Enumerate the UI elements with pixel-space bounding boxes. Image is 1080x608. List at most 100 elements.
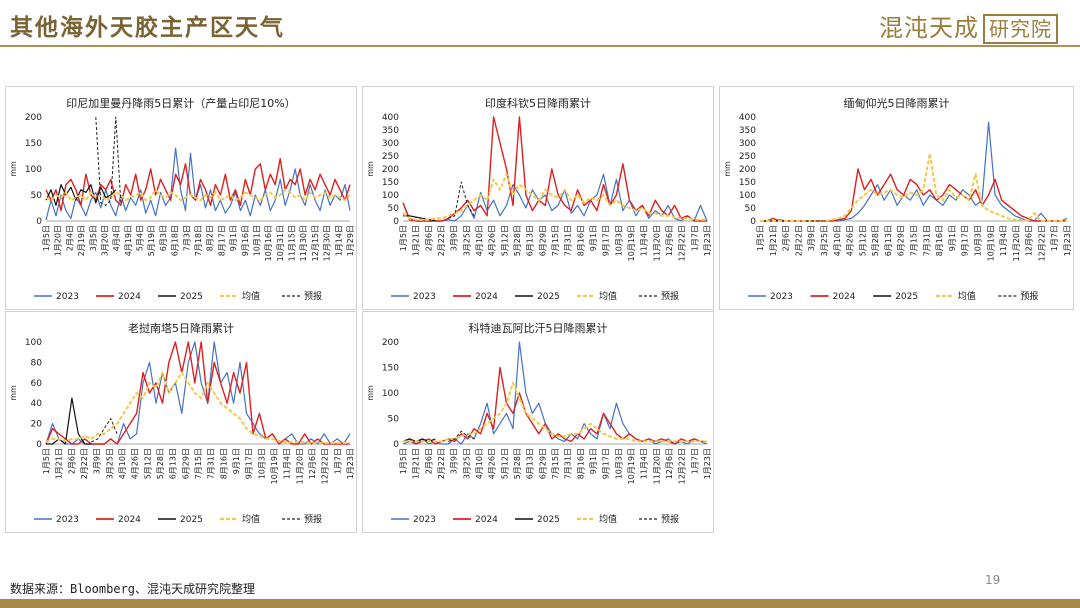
x-tick-label: 2月22日: [437, 225, 446, 256]
legend-label: 2025: [895, 292, 918, 302]
series-line-mean: [45, 371, 350, 444]
x-tick-label: 5月28日: [513, 225, 522, 256]
legend-label: 预报: [304, 513, 322, 525]
x-tick-label: 4月4日: [112, 225, 121, 251]
series-line-2023: [45, 341, 351, 445]
x-tick-label: 3月9日: [807, 225, 816, 251]
x-tick-label: 1月21日: [55, 448, 64, 479]
x-tick-label: 2月4日: [65, 225, 74, 251]
logo-text: 混沌天成: [879, 14, 979, 42]
chart-panel-luang-namtha: 老挝南塔5日降雨累计 mm 0 20 40 60 80 100 1月5日 1月21日 2月6日 2月2…: [5, 311, 357, 533]
x-tick-label: 4月10日: [118, 448, 127, 479]
chart-svg-1: 印度科钦5日降雨累计 mm 0 50 100 150 200 250 300 350 400 1月5日…: [366, 96, 712, 302]
series-line-mean: [45, 188, 351, 202]
legend-label: 2023: [56, 292, 79, 302]
x-tick-label: 5月4日: [136, 225, 145, 251]
x-tick-label: 4月19日: [124, 225, 133, 256]
y-tick-label: 80: [31, 358, 43, 368]
x-tick-label: 9月1日: [589, 448, 598, 474]
x-tick-label: 7月15日: [194, 448, 203, 479]
x-tick-label: 8月16日: [576, 448, 585, 479]
x-tick-label: 1月20日: [54, 225, 63, 256]
x-tick-label: 12月22日: [678, 225, 687, 261]
legend-label: 2025: [537, 292, 560, 302]
chart-svg-0: 印尼加里曼丹降雨5日累计（产量占印尼10%） mm 0 50 100 150 200 1月5日…: [9, 96, 355, 302]
x-tick-label: 5月28日: [513, 448, 522, 479]
series-line-mean: [402, 173, 707, 221]
x-tick-label: 11月4日: [999, 225, 1008, 256]
x-tick-label: 6月29日: [181, 448, 190, 479]
x-tick-label: 6月13日: [526, 225, 535, 256]
x-tick-label: 6月29日: [538, 225, 547, 256]
x-tick-label: 11月15日: [288, 225, 297, 261]
x-tick-label: 9月1日: [948, 225, 957, 251]
legend-label: 均值: [958, 290, 976, 302]
x-tick-label: 1月21日: [412, 448, 421, 479]
x-tick-label: 1月7日: [690, 448, 699, 474]
x-tick-label: 4月10日: [475, 448, 484, 479]
x-tick-label: 2月6日: [424, 448, 433, 474]
x-tick-label: 10月3日: [614, 448, 623, 479]
legend-label: 2023: [413, 292, 436, 302]
legend-label: 2023: [770, 292, 793, 302]
chart-svg-4: 科特迪瓦阿比汗5日降雨累计 mm 0 50 100 150 200 1月5日 1月21日 2月6日…: [366, 321, 712, 525]
legend-label: 2025: [537, 515, 560, 525]
x-tick-label: 6月29日: [538, 448, 547, 479]
x-tick-label: 3月25日: [462, 225, 471, 256]
x-tick-label: 1月21日: [769, 225, 778, 256]
x-tick-label: 4月10日: [475, 225, 484, 256]
x-tick-label: 11月20日: [295, 448, 304, 484]
y-tick-label: 0: [750, 217, 756, 227]
y-tick-label: 150: [739, 178, 756, 188]
data-source: 数据来源：Bloomberg、混沌天成研究院整理: [10, 582, 256, 596]
x-tick-label: 3月25日: [105, 448, 114, 479]
series-line-2023: [402, 173, 708, 222]
company-logo: 混沌天成 研究院: [879, 8, 1058, 44]
y-tick-label: 150: [382, 364, 399, 374]
x-tick-label: 10月3日: [614, 225, 623, 256]
x-tick-label: 5月12日: [143, 448, 152, 479]
x-tick-label: 8月2日: [206, 225, 215, 251]
y-tick-label: 350: [382, 126, 399, 136]
x-tick-label: 6月13日: [884, 225, 893, 256]
legend-label: 2024: [118, 515, 141, 525]
x-tick-label: 6月29日: [897, 225, 906, 256]
x-tick-label: 4月10日: [833, 225, 842, 256]
x-tick-label: 1月23日: [703, 448, 712, 479]
x-tick-label: 3月9日: [93, 448, 102, 474]
series-line-2025: [403, 215, 436, 222]
legend-label: 2025: [180, 515, 203, 525]
x-tick-label: 6月18日: [171, 225, 180, 256]
series-line-2023: [402, 341, 708, 445]
x-tick-label: 5月12日: [858, 225, 867, 256]
legend-label: 2023: [413, 515, 436, 525]
y-tick-label: 0: [393, 217, 399, 227]
page-title: 其他海外天胶主产区天气: [10, 14, 285, 41]
y-tick-label: 100: [25, 338, 42, 348]
series-line-2023: [45, 147, 351, 221]
x-tick-label: 10月3日: [973, 225, 982, 256]
y-tick-label: 150: [382, 178, 399, 188]
series-line-2025: [46, 397, 92, 445]
y-tick-label: 100: [382, 191, 399, 201]
y-tick-label: 0: [36, 440, 42, 450]
page-number: 19: [985, 573, 1001, 587]
legend-label: 2024: [118, 292, 141, 302]
x-tick-label: 10月19日: [627, 448, 636, 484]
y-tick-label: 350: [739, 126, 756, 136]
legend-label: 2024: [833, 292, 856, 302]
x-tick-label: 1月23日: [1063, 225, 1072, 256]
x-tick-label: 5月12日: [500, 225, 509, 256]
y-tick-label: 200: [739, 165, 756, 175]
chart-title: 老挝南塔5日降雨累计: [128, 321, 234, 335]
x-tick-label: 10月31日: [276, 225, 285, 261]
y-tick-label: 50: [388, 204, 400, 214]
x-tick-label: 9月1日: [229, 225, 238, 251]
x-tick-label: 9月1日: [589, 225, 598, 251]
series-line-2024: [45, 157, 351, 212]
series-line-mean: [403, 381, 707, 443]
x-tick-label: 3月25日: [462, 448, 471, 479]
x-tick-label: 1月5日: [42, 225, 51, 251]
legend-label: 均值: [242, 290, 260, 302]
chart-svg-3: 老挝南塔5日降雨累计 mm 0 20 40 60 80 100 1月5日 1月21日 2月6日 2月2…: [9, 321, 355, 525]
